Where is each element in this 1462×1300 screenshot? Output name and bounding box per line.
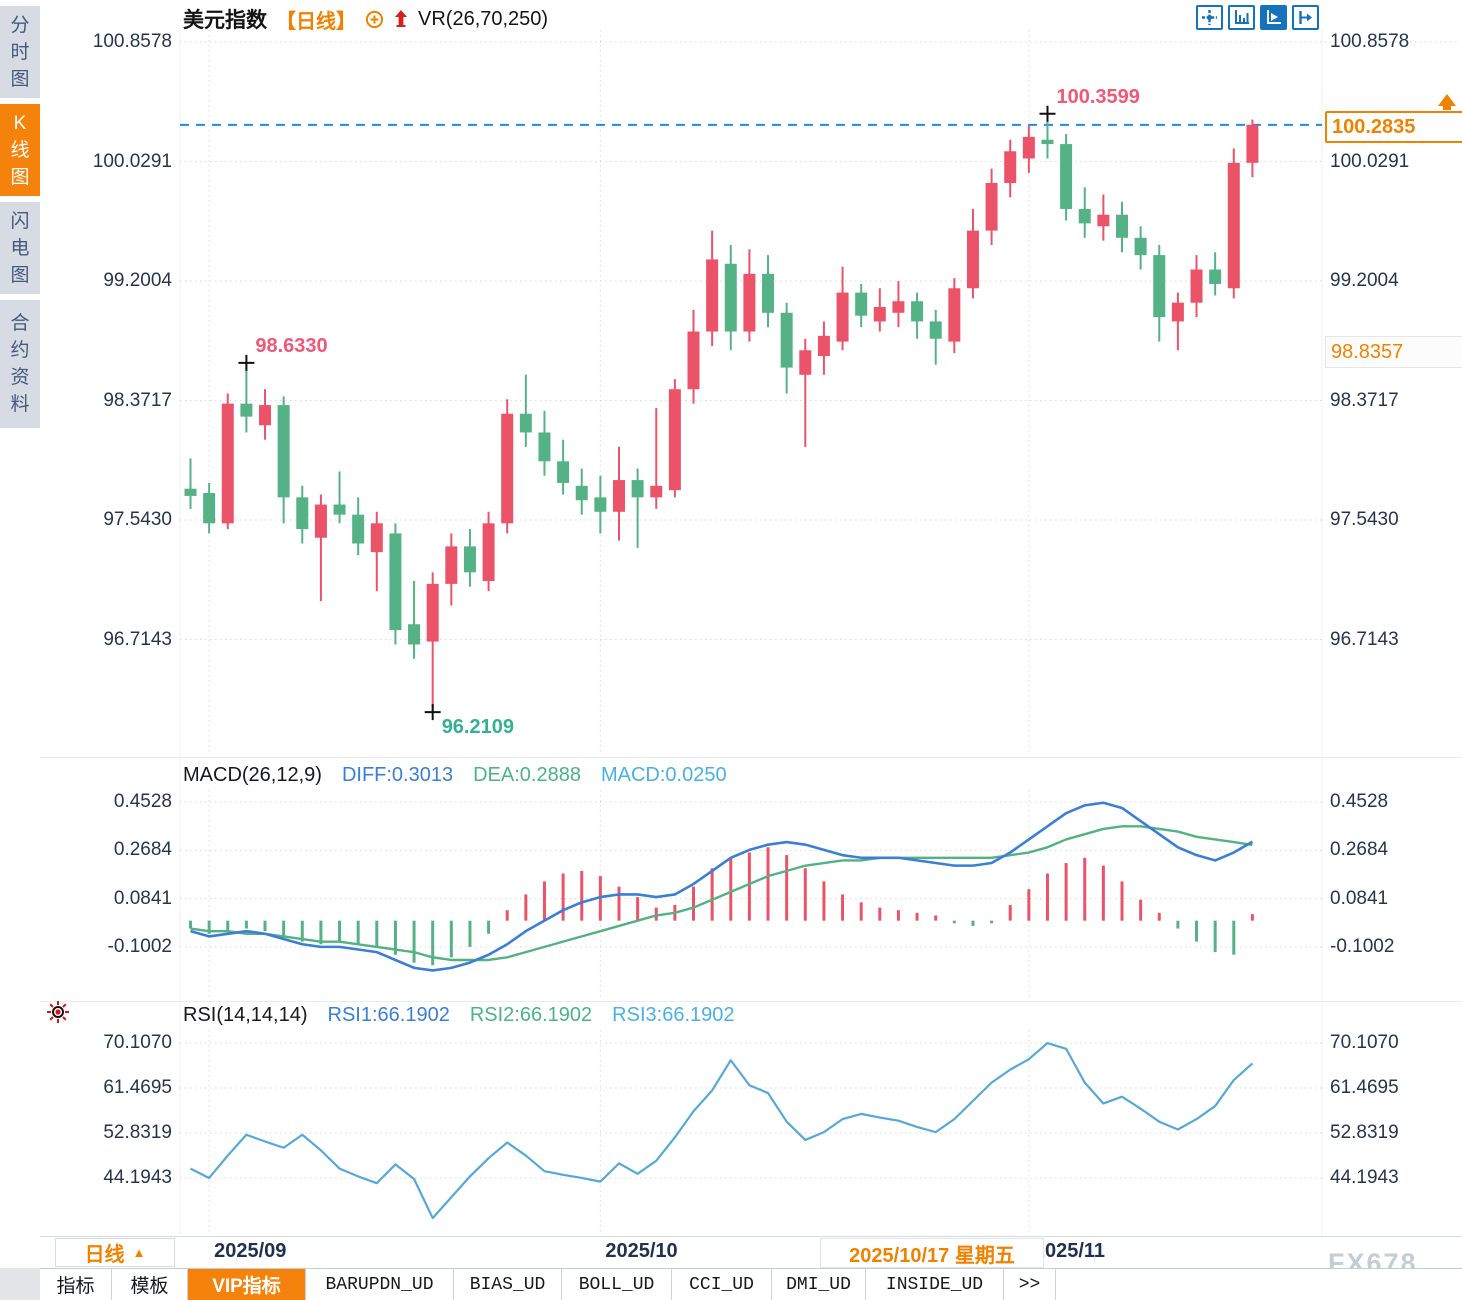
current-price-box: 100.2835 xyxy=(1325,111,1462,143)
rsi-axis-label-right: 44.1943 xyxy=(1330,1167,1399,1188)
macd-diff-value: DIFF:0.3013 xyxy=(341,764,454,786)
chevron-up-icon: ▲ xyxy=(132,1245,146,1260)
rsi1-value: RSI1:66.1902 xyxy=(327,1004,450,1026)
chart-toolbar xyxy=(1196,5,1319,30)
extreme-marker xyxy=(238,354,255,371)
period-tag[interactable]: 【日线】 xyxy=(276,10,356,33)
price-extreme-label: 96.2109 xyxy=(441,716,514,739)
rsi-axis-label-right: 70.1070 xyxy=(1330,1032,1399,1053)
bottom-tab-DMI_UD[interactable]: DMI_UD xyxy=(772,1269,866,1300)
sidebar-tab-合约资料[interactable]: 合约资料 xyxy=(0,300,40,428)
pan-right-icon[interactable] xyxy=(1292,5,1319,30)
macd-diff-line xyxy=(190,801,1254,972)
macd-axis-label-left: -0.1002 xyxy=(107,935,172,957)
rsi-params-label[interactable]: RSI(14,14,14) xyxy=(183,1004,308,1026)
date-axis-label: 2025/09 xyxy=(214,1240,287,1262)
main-axis-label-right: 100.8578 xyxy=(1330,31,1410,52)
axis-scale-icon[interactable] xyxy=(1228,5,1255,30)
rsi3-value: RSI3:66.1902 xyxy=(612,1004,735,1026)
extreme-marker xyxy=(1039,105,1056,122)
period-button-label: 日线 xyxy=(84,1244,125,1266)
current-price-value: 100.2835 xyxy=(1332,115,1416,138)
bottom-tab->>[interactable]: >> xyxy=(1004,1269,1056,1300)
main-axis-label-right: 100.0291 xyxy=(1330,150,1410,172)
bottom-tab-BIAS_UD[interactable]: BIAS_UD xyxy=(454,1269,562,1300)
bottom-tab-INSIDE_UD[interactable]: INSIDE_UD xyxy=(866,1269,1004,1300)
crosshair-date-label: 2025/10/17 星期五 xyxy=(820,1238,1044,1268)
macd-axis-label-left: 0.4528 xyxy=(113,791,172,812)
rsi2-value: RSI2:66.1902 xyxy=(469,1004,593,1026)
price-marker-base xyxy=(1443,106,1451,110)
extreme-marker xyxy=(424,704,441,721)
main-axis-label-left: 100.8578 xyxy=(92,31,172,52)
trend-up-arrow-icon xyxy=(393,9,409,29)
indicator-tab-bar: 指标 模板 VIP指标 BARUPDN_UD BIAS_UD BOLL_UD CCI_UD D… xyxy=(40,1268,1462,1300)
rsi-axis-label-right: 61.4695 xyxy=(1330,1077,1399,1098)
rsi-axis-label-left: 52.8319 xyxy=(103,1122,172,1143)
macd-axis-label-left: 0.0841 xyxy=(113,887,172,909)
rsi-axis-label-right: 52.8319 xyxy=(1330,1122,1399,1143)
price-extreme-label: 100.3599 xyxy=(1056,85,1140,108)
bottom-tab-BARUPDN_UD[interactable]: BARUPDN_UD xyxy=(306,1269,454,1300)
date-axis: 日线 ▲ 2025/10/17 星期五 2025/09 2025/10 2025/1… xyxy=(40,1236,1462,1268)
symbol-name: 美元指数 xyxy=(183,9,267,32)
bottom-tab-指标[interactable]: 指标 xyxy=(40,1269,112,1300)
bottom-tab-模板[interactable]: 模板 xyxy=(112,1269,188,1300)
corner-filler xyxy=(0,1268,40,1300)
macd-axis-label-left: 0.2684 xyxy=(113,839,172,861)
add-compare-icon[interactable] xyxy=(365,10,384,29)
bottom-tab-CCI_UD[interactable]: CCI_UD xyxy=(672,1269,772,1300)
sidebar-tab-闪电图[interactable]: 闪电图 xyxy=(0,202,40,294)
macd-params-label[interactable]: MACD(26,12,9) xyxy=(183,764,322,786)
main-axis-label-left: 100.0291 xyxy=(92,150,172,172)
macd-axis-label-right: -0.1002 xyxy=(1330,935,1395,957)
main-axis-label-left: 98.3717 xyxy=(103,389,172,411)
bottom-tab-BOLL_UD[interactable]: BOLL_UD xyxy=(562,1269,672,1300)
main-axis-label-right: 96.7143 xyxy=(1330,628,1399,650)
macd-header: MACD(26,12,9) DIFF:0.3013 DEA:0.2888 MAC… xyxy=(183,764,727,787)
rsi-axis-label-left: 61.4695 xyxy=(103,1077,172,1098)
vr-indicator-label: VR(26,70,250) xyxy=(418,7,549,30)
reference-price-value: 98.8357 xyxy=(1331,340,1404,363)
chart-title-bar: 美元指数 【日线】 VR(26,70,250) xyxy=(183,4,548,34)
reference-price-box: 98.8357 xyxy=(1325,336,1462,368)
price-marker-triangle xyxy=(1438,94,1456,106)
macd-macd-value: MACD:0.0250 xyxy=(600,764,727,786)
bottom-tab-VIP指标[interactable]: VIP指标 xyxy=(188,1269,306,1300)
main-axis-label-left: 97.5430 xyxy=(103,509,172,530)
candlestick-series xyxy=(184,113,1259,713)
rsi-line xyxy=(190,1041,1254,1220)
price-extreme-label: 98.6330 xyxy=(255,334,328,357)
macd-axis-label-right: 0.2684 xyxy=(1330,839,1389,861)
sidebar-tab-分时图[interactable]: 分时图 xyxy=(0,6,40,98)
main-axis-label-right: 97.5430 xyxy=(1330,509,1399,530)
main-axis-label-left: 99.2004 xyxy=(103,270,172,291)
date-axis-label: 2025/10 xyxy=(605,1240,678,1262)
main-axis-label-right: 99.2004 xyxy=(1330,270,1399,291)
main-axis-label-right: 98.3717 xyxy=(1330,389,1399,411)
alarm-sun-icon[interactable] xyxy=(45,999,71,1030)
rsi-axis-label-left: 44.1943 xyxy=(103,1167,172,1188)
period-button[interactable]: 日线 ▲ xyxy=(55,1238,175,1267)
macd-histogram xyxy=(189,847,1254,966)
macd-axis-label-right: 0.4528 xyxy=(1330,791,1389,812)
macd-axis-label-right: 0.0841 xyxy=(1330,887,1389,909)
rsi-header: RSI(14,14,14) RSI1:66.1902 RSI2:66.1902 … xyxy=(183,1004,735,1027)
macd-dea-line xyxy=(190,825,1253,962)
main-axis-label-left: 96.7143 xyxy=(103,628,172,650)
macd-dea-value: DEA:0.2888 xyxy=(473,764,581,786)
date-axis-label: 2025/11 xyxy=(1033,1240,1106,1262)
rsi-axis-label-left: 70.1070 xyxy=(103,1032,172,1053)
auto-scale-icon[interactable] xyxy=(1260,5,1287,30)
crosshair-icon[interactable] xyxy=(1196,5,1223,30)
